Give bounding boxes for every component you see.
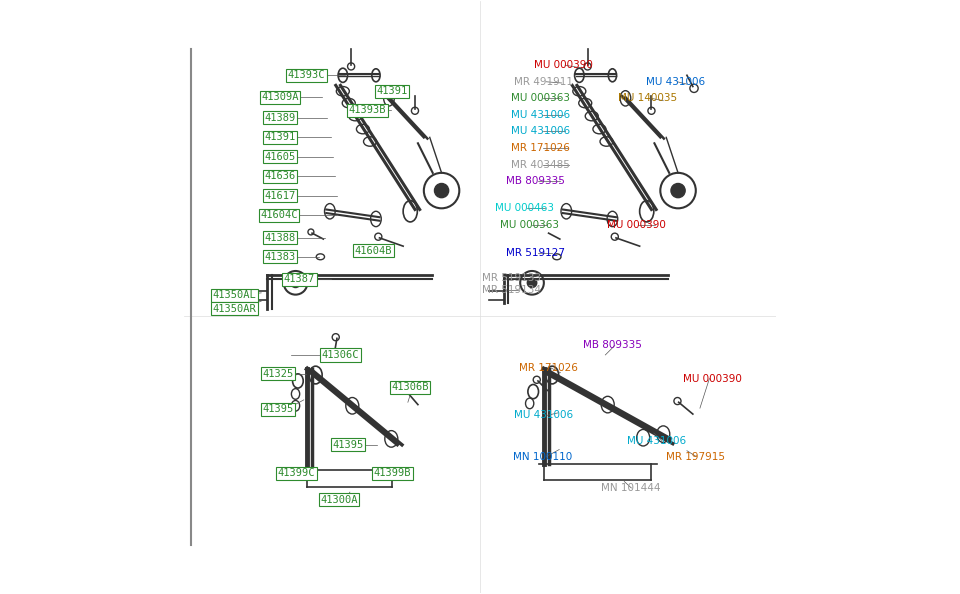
Text: 41393C: 41393C (288, 70, 325, 80)
Text: MU 431006: MU 431006 (627, 435, 685, 446)
Text: MU 000390: MU 000390 (684, 374, 742, 384)
Text: MR 171026: MR 171026 (519, 363, 578, 373)
Text: 41399C: 41399C (277, 468, 315, 478)
Text: MB 809335: MB 809335 (583, 340, 641, 350)
Text: 41309A: 41309A (261, 92, 299, 102)
Text: MR 171026: MR 171026 (511, 143, 569, 153)
Text: MU 000363: MU 000363 (511, 93, 569, 103)
Text: 41399B: 41399B (373, 468, 411, 478)
Text: MU 431006: MU 431006 (645, 77, 705, 87)
Circle shape (435, 184, 448, 198)
Text: 41383: 41383 (264, 252, 296, 262)
Text: MR 491911: MR 491911 (515, 77, 573, 87)
Text: MB 809335: MB 809335 (506, 176, 564, 186)
Circle shape (291, 278, 300, 287)
Text: 41387: 41387 (284, 274, 315, 285)
Text: 41395: 41395 (332, 440, 364, 450)
Text: MR 403485: MR 403485 (511, 160, 569, 169)
Text: MU 431006: MU 431006 (511, 127, 570, 137)
Text: 41636: 41636 (264, 172, 296, 181)
Text: 41393B: 41393B (348, 105, 386, 115)
Text: 41300A: 41300A (321, 495, 358, 505)
Text: 41306B: 41306B (392, 383, 429, 393)
Text: 41395: 41395 (262, 405, 294, 415)
Text: 41306C: 41306C (322, 350, 359, 360)
Text: 41388: 41388 (264, 233, 296, 243)
Text: MR 197915: MR 197915 (665, 451, 725, 462)
Text: MU 000363: MU 000363 (500, 220, 559, 230)
Text: 41391: 41391 (264, 132, 296, 143)
Text: MR 519134: MR 519134 (482, 285, 541, 295)
Text: MU 431006: MU 431006 (515, 410, 573, 420)
Text: 41604C: 41604C (260, 210, 298, 220)
Circle shape (527, 278, 537, 287)
Text: 41605: 41605 (264, 152, 296, 162)
Text: 41391: 41391 (376, 86, 408, 96)
Text: MU 000390: MU 000390 (607, 220, 665, 230)
Text: MN 100110: MN 100110 (513, 451, 572, 462)
Text: MU 431006: MU 431006 (511, 110, 570, 120)
Text: 41350AL: 41350AL (213, 290, 256, 300)
Text: 41604B: 41604B (354, 246, 393, 256)
Text: MN 101444: MN 101444 (601, 483, 660, 493)
Text: 41389: 41389 (264, 113, 296, 123)
Text: MU 140035: MU 140035 (618, 93, 678, 103)
Text: MR 519133: MR 519133 (482, 273, 541, 283)
Text: 41325: 41325 (262, 369, 294, 379)
Circle shape (671, 184, 685, 198)
Text: MR 519127: MR 519127 (506, 248, 565, 258)
Text: MU 000463: MU 000463 (495, 203, 554, 213)
Text: 41617: 41617 (264, 191, 296, 201)
Text: MU 000390: MU 000390 (535, 60, 593, 70)
Text: 41350AR: 41350AR (213, 304, 256, 314)
